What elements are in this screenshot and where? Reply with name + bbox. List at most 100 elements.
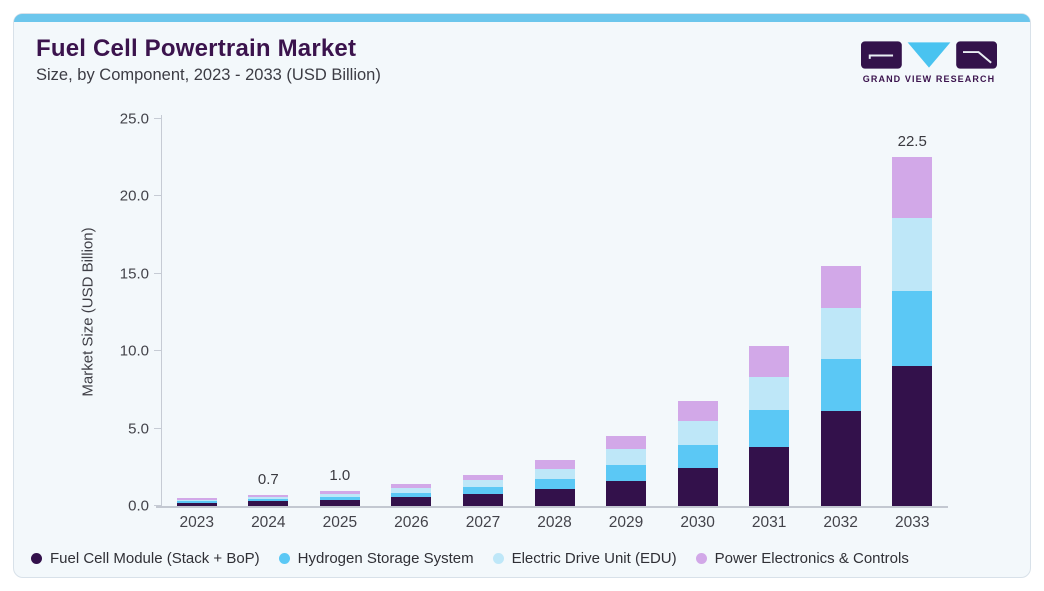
bar-segment-hydrogen-storage-system	[248, 499, 289, 502]
bar-2027	[462, 475, 503, 506]
y-tick-mark	[154, 427, 161, 429]
bar-segment-power-electronics-controls	[749, 346, 790, 378]
x-tick-label: 2033	[894, 514, 930, 531]
x-tick-label: 2024	[251, 514, 286, 531]
x-tick-label: 2032	[823, 514, 858, 531]
bar-2025	[319, 490, 360, 507]
bar-segment-fuel-cell-module-stack-bop	[820, 411, 861, 506]
bar-segment-power-electronics-controls	[176, 498, 217, 500]
bar-2032	[820, 265, 861, 506]
bar-segment-fuel-cell-module-stack-bop	[749, 447, 790, 506]
bar-segment-hydrogen-storage-system	[820, 358, 861, 412]
legend: Fuel Cell Module (Stack + BoP) Hydrogen S…	[31, 550, 1021, 567]
x-tick-label: 2030	[680, 514, 715, 531]
bar-segment-electric-drive-unit-edu	[391, 488, 432, 493]
legend-swatch-icon	[492, 553, 504, 564]
x-tick-label: 2023	[179, 514, 214, 531]
bar-segment-hydrogen-storage-system	[677, 444, 718, 468]
bar-2024	[248, 495, 289, 506]
bar-segment-electric-drive-unit-edu	[462, 480, 503, 488]
bar-segment-hydrogen-storage-system	[892, 290, 933, 367]
stacked-bar-chart: Market Size (USD Billion) 0.0 5.0 10.0 15.0…	[14, 14, 1032, 579]
bar-segment-power-electronics-controls	[677, 400, 718, 421]
bar-segment-fuel-cell-module-stack-bop	[892, 366, 933, 506]
y-tick-mark	[154, 505, 161, 506]
bar-segment-fuel-cell-module-stack-bop	[606, 481, 647, 506]
bar-segment-electric-drive-unit-edu	[319, 493, 360, 497]
bar-segment-hydrogen-storage-system	[534, 478, 575, 489]
y-axis-title: Market Size (USD Billion)	[79, 227, 97, 397]
bar-segment-electric-drive-unit-edu	[248, 496, 289, 499]
x-tick-label: 2029	[608, 514, 644, 531]
bar-segment-electric-drive-unit-edu	[176, 499, 217, 502]
legend-label: Electric Drive Unit (EDU)	[511, 550, 677, 567]
bar-segment-fuel-cell-module-stack-bop	[391, 497, 432, 506]
y-tick-label: 0.0	[128, 497, 149, 515]
bar-segment-power-electronics-controls	[319, 490, 360, 494]
bar-segment-fuel-cell-module-stack-bop	[534, 488, 575, 506]
legend-swatch-icon	[278, 553, 290, 564]
bar-segment-electric-drive-unit-edu	[892, 217, 933, 291]
y-tick-mark	[154, 117, 161, 119]
bar-segment-electric-drive-unit-edu	[677, 420, 718, 445]
y-axis-line	[161, 114, 162, 506]
bar-2031	[749, 346, 790, 506]
bar-segment-power-electronics-controls	[534, 459, 575, 469]
x-tick-label: 2025	[322, 514, 358, 531]
bar-segment-hydrogen-storage-system	[319, 496, 360, 500]
bar-total-label-2024: 0.7	[257, 471, 279, 489]
x-tick-label: 2026	[394, 514, 429, 531]
bar-2033	[892, 157, 933, 506]
bar-segment-power-electronics-controls	[892, 157, 933, 218]
bar-segment-hydrogen-storage-system	[391, 492, 432, 498]
bar-2029	[606, 436, 647, 506]
bar-segment-fuel-cell-module-stack-bop	[176, 502, 217, 506]
legend-item-hydrogen-storage-system: Hydrogen Storage System	[278, 550, 474, 567]
legend-item-electric-drive-unit-edu: Electric Drive Unit (EDU)	[492, 550, 677, 567]
y-tick-mark	[154, 272, 161, 274]
legend-label: Fuel Cell Module (Stack + BoP)	[50, 550, 260, 567]
report-card: Fuel Cell Powertrain Market Size, by Com…	[13, 13, 1031, 578]
bar-segment-electric-drive-unit-edu	[749, 377, 790, 410]
y-tick-mark	[154, 195, 161, 196]
bar-segment-fuel-cell-module-stack-bop	[319, 499, 360, 506]
bar-segment-power-electronics-controls	[606, 436, 647, 450]
bar-segment-power-electronics-controls	[391, 484, 432, 489]
bar-segment-hydrogen-storage-system	[749, 409, 790, 448]
bar-segment-hydrogen-storage-system	[462, 487, 503, 495]
bar-segment-hydrogen-storage-system	[606, 464, 647, 482]
bar-segment-electric-drive-unit-edu	[606, 449, 647, 465]
y-tick-label: 20.0	[119, 187, 149, 205]
gvr-logo-text: GRAND VIEW RESEARCH	[862, 74, 996, 84]
legend-label: Hydrogen Storage System	[297, 550, 474, 567]
bar-total-label-2033: 22.5	[897, 133, 927, 151]
legend-swatch-icon	[695, 553, 707, 564]
x-tick-label: 2027	[465, 514, 501, 531]
page-title: Fuel Cell Powertrain Market	[36, 35, 357, 62]
y-tick-label: 15.0	[119, 265, 149, 282]
chart-subtitle: Size, by Component, 2023 - 2033 (USD Bil…	[36, 66, 381, 84]
bar-segment-power-electronics-controls	[462, 475, 503, 481]
legend-swatch-icon	[31, 553, 42, 564]
bar-2028	[534, 459, 575, 507]
bar-2023	[176, 498, 217, 506]
legend-label: Power Electronics & Controls	[714, 550, 909, 567]
y-tick-mark	[154, 350, 161, 351]
bar-segment-hydrogen-storage-system	[176, 501, 217, 503]
top-accent-bar	[14, 14, 1030, 22]
bar-segment-power-electronics-controls	[248, 495, 289, 497]
legend-item-power-electronics-controls: Power Electronics & Controls	[695, 550, 909, 567]
x-tick-label: 2031	[751, 514, 787, 531]
y-tick-label: 5.0	[128, 420, 149, 437]
gvr-logo-mark-icon	[861, 41, 997, 69]
bar-segment-electric-drive-unit-edu	[820, 307, 861, 359]
bar-2026	[391, 484, 432, 506]
bar-segment-fuel-cell-module-stack-bop	[677, 468, 718, 506]
bar-segment-electric-drive-unit-edu	[534, 468, 575, 479]
y-tick-label: 10.0	[119, 342, 149, 360]
legend-item-fuel-cell-module-stack-bop: Fuel Cell Module (Stack + BoP)	[31, 550, 260, 567]
gvr-logo: GRAND VIEW RESEARCH	[854, 40, 1004, 84]
x-axis-line	[156, 506, 948, 508]
x-tick-label: 2028	[537, 514, 572, 531]
